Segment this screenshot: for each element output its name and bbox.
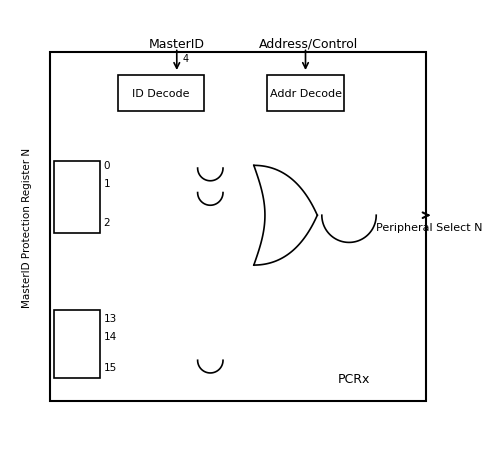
Text: ID Decode: ID Decode [132, 89, 189, 99]
Text: PCRx: PCRx [338, 372, 370, 385]
Text: 14: 14 [103, 331, 117, 341]
Bar [55, 311, 100, 379]
Text: 4: 4 [182, 54, 188, 64]
Text: 2: 2 [103, 217, 110, 227]
Text: Peripheral Select N: Peripheral Select N [376, 222, 483, 233]
Text: MasterID Protection Register N: MasterID Protection Register N [22, 147, 32, 308]
Text: 13: 13 [103, 313, 117, 323]
Text: 15: 15 [103, 362, 117, 372]
Bar [55, 162, 100, 234]
Bar [118, 76, 204, 112]
Text: Addr Decode: Addr Decode [270, 89, 342, 99]
Text: Address/Control: Address/Control [259, 38, 358, 51]
Text: MasterID: MasterID [149, 38, 205, 51]
Text: 0: 0 [103, 161, 110, 171]
Text: 1: 1 [103, 179, 110, 189]
Bar [50, 53, 426, 401]
Bar [268, 76, 344, 112]
